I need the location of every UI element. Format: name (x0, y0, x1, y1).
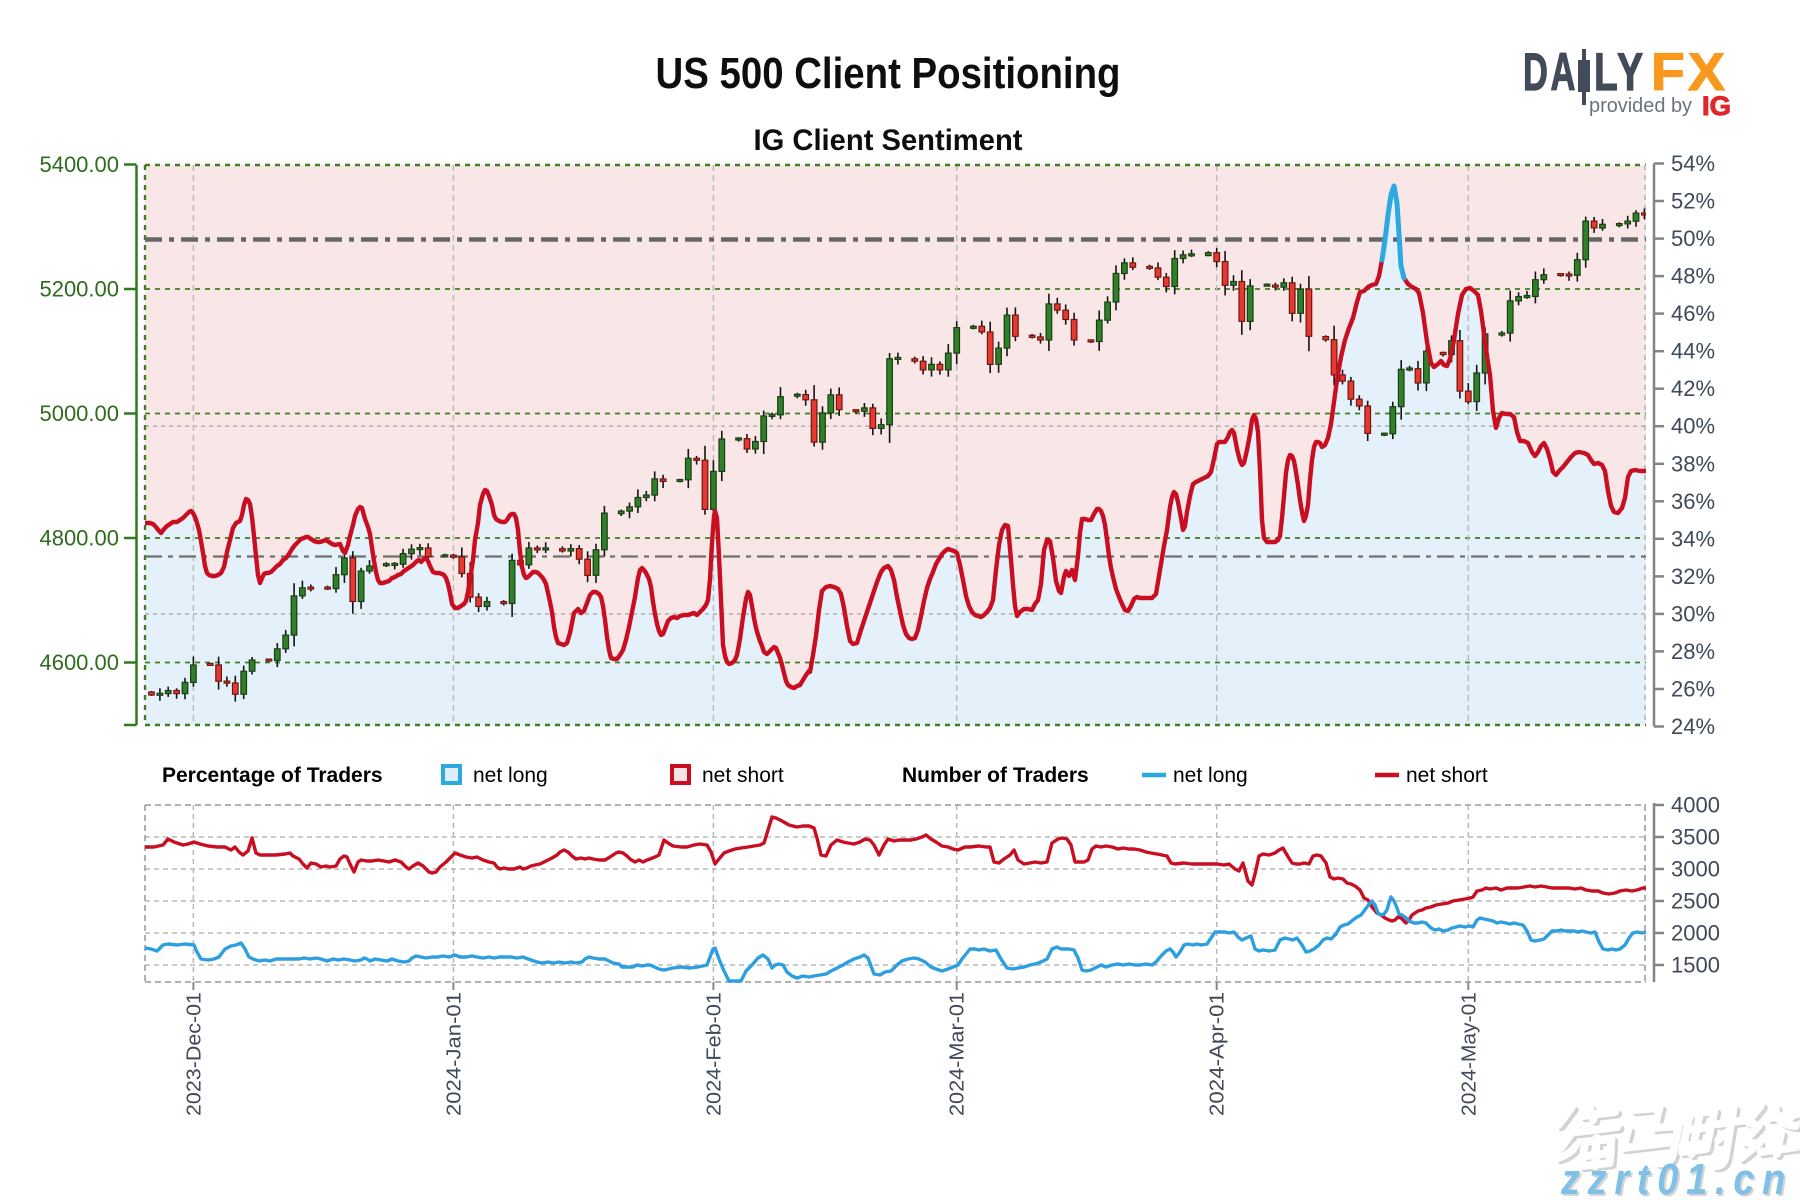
svg-text:Percentage of Traders: Percentage of Traders (162, 764, 383, 787)
svg-text:5200.00: 5200.00 (39, 277, 119, 302)
svg-text:US 500 Client Positioning: US 500 Client Positioning (656, 49, 1121, 98)
svg-text:42%: 42% (1671, 376, 1715, 401)
svg-text:30%: 30% (1671, 601, 1715, 626)
svg-text:4000: 4000 (1671, 793, 1720, 818)
svg-text:46%: 46% (1671, 301, 1715, 326)
svg-text:5400.00: 5400.00 (39, 152, 119, 177)
svg-text:net short: net short (702, 764, 784, 787)
svg-text:44%: 44% (1671, 339, 1715, 364)
svg-text:FX: FX (1651, 43, 1728, 102)
svg-text:28%: 28% (1671, 639, 1715, 664)
svg-text:DA: DA (1523, 43, 1578, 102)
svg-text:26%: 26% (1671, 677, 1715, 702)
svg-text:2024-May-01: 2024-May-01 (1458, 992, 1480, 1116)
svg-text:IG Client Sentiment: IG Client Sentiment (754, 124, 1023, 157)
svg-text:3500: 3500 (1671, 825, 1720, 850)
svg-text:52%: 52% (1671, 189, 1715, 214)
svg-text:54%: 54% (1671, 151, 1715, 176)
svg-text:34%: 34% (1671, 526, 1715, 551)
svg-text:2023-Dec-01: 2023-Dec-01 (183, 992, 205, 1116)
svg-text:Number of Traders: Number of Traders (902, 764, 1089, 787)
svg-text:2024-Apr-01: 2024-Apr-01 (1207, 992, 1229, 1116)
svg-text:2024-Feb-01: 2024-Feb-01 (703, 992, 725, 1116)
svg-text:3000: 3000 (1671, 857, 1720, 882)
svg-text:32%: 32% (1671, 564, 1715, 589)
svg-text:24%: 24% (1671, 714, 1715, 739)
svg-text:4600.00: 4600.00 (39, 650, 119, 675)
svg-text:2024-Jan-01: 2024-Jan-01 (443, 992, 465, 1116)
svg-text:5000.00: 5000.00 (39, 401, 119, 426)
svg-text:50%: 50% (1671, 226, 1715, 251)
svg-text:36%: 36% (1671, 489, 1715, 514)
svg-text:38%: 38% (1671, 451, 1715, 476)
svg-text:2500: 2500 (1671, 889, 1720, 914)
svg-text:net long: net long (1173, 764, 1248, 787)
svg-text:zzrt01.cn: zzrt01.cn (1560, 1155, 1793, 1200)
svg-text:net long: net long (473, 764, 548, 787)
svg-text:48%: 48% (1671, 264, 1715, 289)
svg-text:provided by: provided by (1589, 95, 1692, 117)
svg-text:2024-Mar-01: 2024-Mar-01 (947, 992, 969, 1116)
svg-text:net short: net short (1406, 764, 1488, 787)
svg-text:LY: LY (1594, 43, 1646, 102)
svg-text:IG: IG (1702, 91, 1731, 121)
svg-text:zzrt01.cn: zzrt01.cn (1562, 1157, 1795, 1200)
svg-text:4800.00: 4800.00 (39, 526, 119, 551)
svg-text:40%: 40% (1671, 414, 1715, 439)
svg-text:1500: 1500 (1671, 953, 1720, 978)
svg-text:2000: 2000 (1671, 921, 1720, 946)
